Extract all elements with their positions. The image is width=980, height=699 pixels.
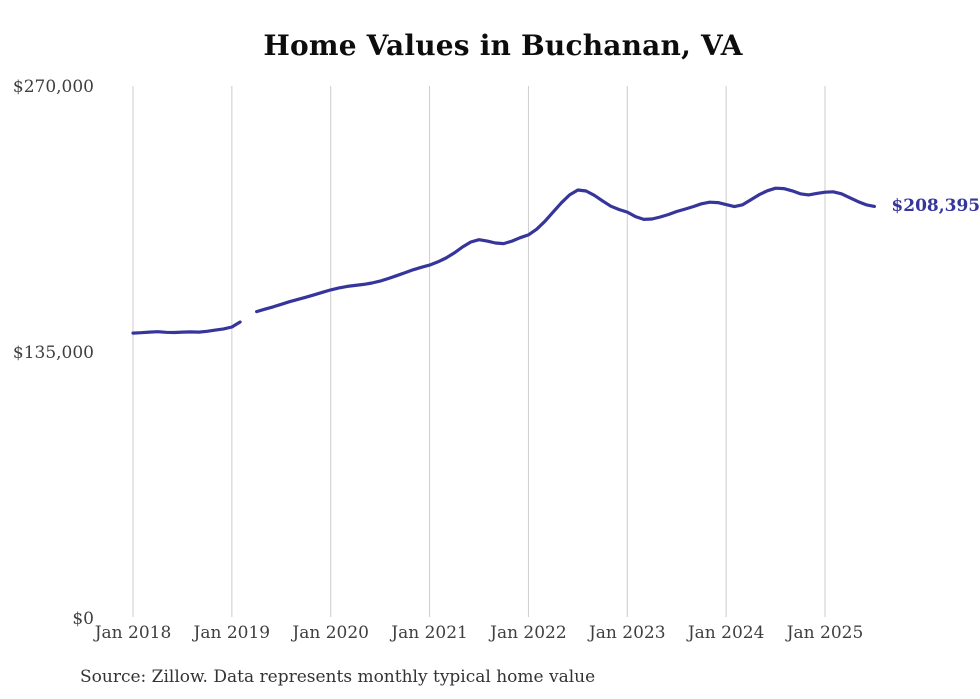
x-tick-label: Jan 2020 bbox=[292, 623, 369, 643]
home-value-line bbox=[131, 186, 876, 335]
x-tick-label: Jan 2019 bbox=[193, 623, 271, 643]
chart-title: Home Values in Buchanan, VA bbox=[263, 29, 743, 62]
x-tick-label: Jan 2025 bbox=[786, 623, 864, 643]
source-note: Source: Zillow. Data represents monthly … bbox=[80, 667, 596, 687]
y-tick-label: $0 bbox=[72, 609, 94, 629]
y-tick-label: $270,000 bbox=[12, 77, 94, 97]
x-tick-label: Jan 2022 bbox=[490, 623, 567, 643]
current-value-label: $208,395 bbox=[891, 196, 980, 217]
y-tick-label: $135,000 bbox=[12, 343, 94, 363]
x-tick-label: Jan 2024 bbox=[687, 623, 765, 643]
x-tick-label: Jan 2018 bbox=[94, 623, 172, 643]
x-tick-label: Jan 2023 bbox=[588, 623, 666, 643]
x-tick-label: Jan 2021 bbox=[391, 623, 468, 643]
